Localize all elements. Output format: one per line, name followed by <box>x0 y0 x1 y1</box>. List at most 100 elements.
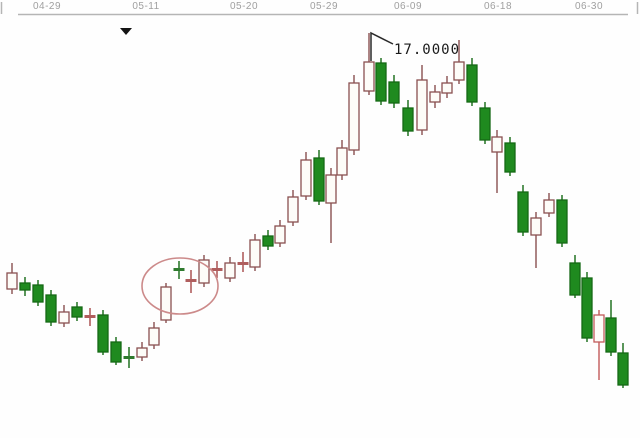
candle-body <box>300 159 312 197</box>
price-pointer-line <box>370 31 394 61</box>
candle-body <box>593 314 605 343</box>
candle-body <box>97 314 109 353</box>
candle <box>185 270 197 293</box>
candle-body <box>249 239 261 268</box>
candle <box>211 261 223 278</box>
candle-body <box>136 347 148 358</box>
candle <box>336 140 348 180</box>
candle-body <box>617 352 629 386</box>
candle <box>148 322 160 349</box>
candle <box>593 310 605 380</box>
candle-body <box>441 82 453 94</box>
candle-body <box>466 64 478 103</box>
x-axis-tick-label: 05-29 <box>309 1 339 12</box>
candle-body <box>491 136 503 153</box>
candle-body <box>416 79 428 131</box>
candle-body <box>58 311 70 324</box>
candle <box>429 85 441 108</box>
candle-body <box>45 294 57 323</box>
candle-body <box>530 217 542 236</box>
candle-body <box>6 272 18 290</box>
candle <box>19 277 31 296</box>
candle <box>466 58 478 106</box>
candle <box>313 150 325 205</box>
candle <box>491 130 503 193</box>
candle <box>441 76 453 98</box>
candle-body <box>543 199 555 214</box>
candle <box>517 185 529 236</box>
candle-body <box>581 277 593 339</box>
candle-body <box>274 225 286 244</box>
candle-body <box>504 142 516 173</box>
x-axis-tick-label: 05-20 <box>229 1 259 12</box>
x-axis-tick-label: 06-09 <box>393 1 423 12</box>
candle <box>274 220 286 247</box>
candle <box>453 40 465 84</box>
candle <box>348 75 360 155</box>
candle <box>237 252 249 272</box>
candle <box>123 347 135 368</box>
candle <box>300 152 312 200</box>
candle <box>402 100 414 136</box>
candle <box>375 58 387 105</box>
candle-body <box>453 61 465 81</box>
candle <box>110 337 122 365</box>
candle <box>388 75 400 108</box>
candle-body <box>363 61 375 92</box>
highlight-ellipse <box>141 257 219 315</box>
candle <box>84 308 96 326</box>
candle <box>32 280 44 306</box>
candle <box>479 102 491 144</box>
x-axis-tick-label: 05-11 <box>132 1 160 12</box>
candle-body <box>224 262 236 279</box>
candle <box>530 212 542 268</box>
candle-body <box>325 174 337 204</box>
candle-body <box>262 235 274 247</box>
candle-body <box>32 284 44 303</box>
candle <box>543 193 555 217</box>
candle <box>45 290 57 326</box>
candle-body <box>287 196 299 223</box>
x-axis-tick-label: 06-18 <box>483 1 513 12</box>
candle <box>363 33 375 95</box>
candle-body <box>110 341 122 363</box>
candle <box>173 261 185 279</box>
x-axis: 04-29 05-11 05-20 05-29 06-09 06-18 06-30 <box>0 0 640 16</box>
candle-body <box>160 286 172 321</box>
candle <box>58 305 70 327</box>
candle <box>6 263 18 294</box>
candle <box>325 168 337 243</box>
x-axis-tick-label: 04-29 <box>32 1 62 12</box>
candle-body <box>375 62 387 102</box>
candle-body <box>198 259 210 284</box>
candle <box>224 257 236 282</box>
candle <box>262 230 274 250</box>
candle <box>198 255 210 287</box>
candle <box>136 342 148 361</box>
candle-body <box>605 317 617 353</box>
candle-body <box>402 107 414 132</box>
candle-body <box>313 157 325 202</box>
candle <box>71 302 83 321</box>
candle-body <box>148 327 160 346</box>
candle <box>556 195 568 247</box>
candle-body <box>517 191 529 233</box>
candle-body <box>569 262 581 296</box>
candle-body <box>556 199 568 244</box>
candle <box>504 137 516 176</box>
candle <box>605 300 617 356</box>
candle <box>617 343 629 388</box>
x-axis-tick-label: 06-30 <box>574 1 604 12</box>
candle-body <box>336 147 348 176</box>
candle <box>581 272 593 342</box>
candle-body <box>388 81 400 104</box>
price-annotation-label: 17.0000 <box>394 42 461 58</box>
candle <box>249 234 261 271</box>
candle <box>416 65 428 135</box>
candle <box>287 190 299 226</box>
down-triangle-marker <box>119 28 132 35</box>
candle <box>569 255 581 298</box>
candle-body <box>71 306 83 318</box>
